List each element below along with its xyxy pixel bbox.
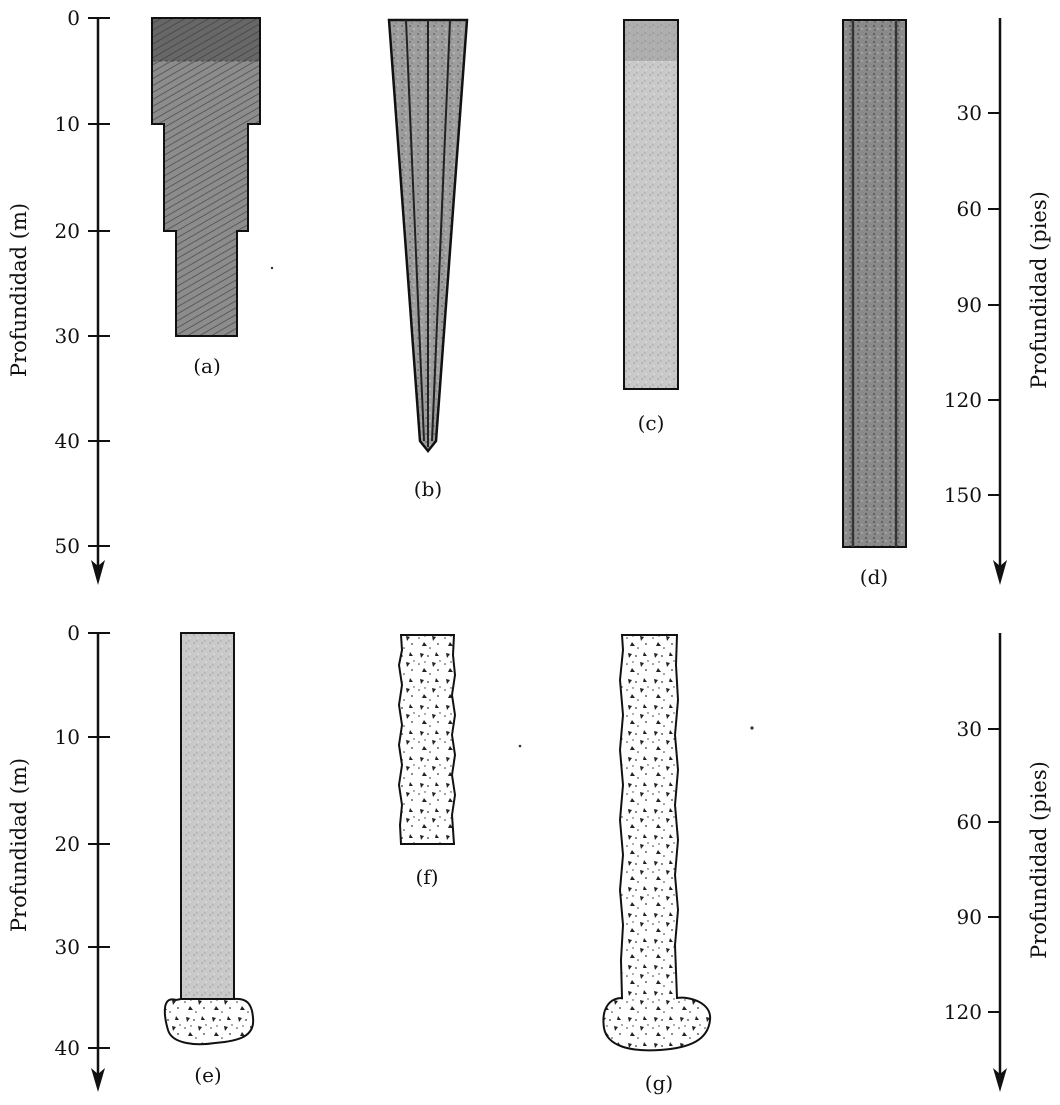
tick-label: 30 [55, 935, 80, 959]
tick-label: 10 [55, 112, 80, 136]
tick-label: 120 [944, 1000, 982, 1024]
pile-label: (g) [645, 1071, 673, 1095]
pile-label: (b) [414, 477, 442, 501]
tick-label: 20 [55, 219, 80, 243]
pile-c: (c) [623, 19, 679, 435]
tick-label: 50 [55, 534, 80, 558]
tick-label: 20 [55, 832, 80, 856]
top-right-axis: 30 60 90 120 150 Profundidad (pies) [944, 18, 1051, 585]
pile-label: (a) [193, 354, 221, 378]
print-speck [518, 744, 522, 748]
axis-label: Profundidad (pies) [1027, 191, 1051, 389]
axis-label: Profundidad (pies) [1027, 761, 1051, 959]
pile-d: (d) [842, 19, 907, 589]
tick-label: 40 [55, 429, 80, 453]
pile-f: (f) [397, 634, 457, 889]
bottom-panel: 0 10 20 30 40 Profundidad (m) 30 60 90 1… [7, 266, 1051, 1095]
axis-label: Profundidad (m) [7, 758, 31, 932]
pile-g: (g) [602, 634, 712, 1095]
pile-label: (c) [638, 411, 665, 435]
bottom-right-axis: 30 60 90 120 Profundidad (pies) [944, 633, 1051, 1092]
axis-label: Profundidad (m) [7, 203, 31, 377]
tick-label: 60 [957, 197, 982, 221]
pile-label: (e) [194, 1063, 221, 1087]
tick-label: 30 [957, 101, 982, 125]
tick-label: 0 [67, 621, 80, 645]
print-speck [750, 726, 754, 730]
bottom-left-axis: 0 10 20 30 40 Profundidad (m) [7, 621, 110, 1092]
top-panel: 0 10 20 30 40 50 Profundidad (m) 30 60 9… [7, 6, 1051, 589]
tick-label: 40 [55, 1036, 80, 1060]
tick-label: 120 [944, 388, 982, 412]
tick-label: 30 [55, 324, 80, 348]
tick-label: 10 [55, 725, 80, 749]
pile-b: (b) [387, 18, 469, 501]
top-left-axis: 0 10 20 30 40 50 Profundidad (m) [7, 6, 110, 585]
tick-label: 90 [957, 293, 982, 317]
pile-label: (f) [415, 865, 438, 889]
pile-a: (a) [151, 17, 261, 378]
tick-label: 90 [957, 905, 982, 929]
pile-label: (d) [860, 565, 888, 589]
tick-label: 30 [957, 717, 982, 741]
tick-label: 0 [67, 6, 80, 30]
tick-label: 60 [957, 810, 982, 834]
pile-e: (e) [163, 632, 255, 1087]
print-speck [270, 266, 274, 270]
tick-label: 150 [944, 483, 982, 507]
